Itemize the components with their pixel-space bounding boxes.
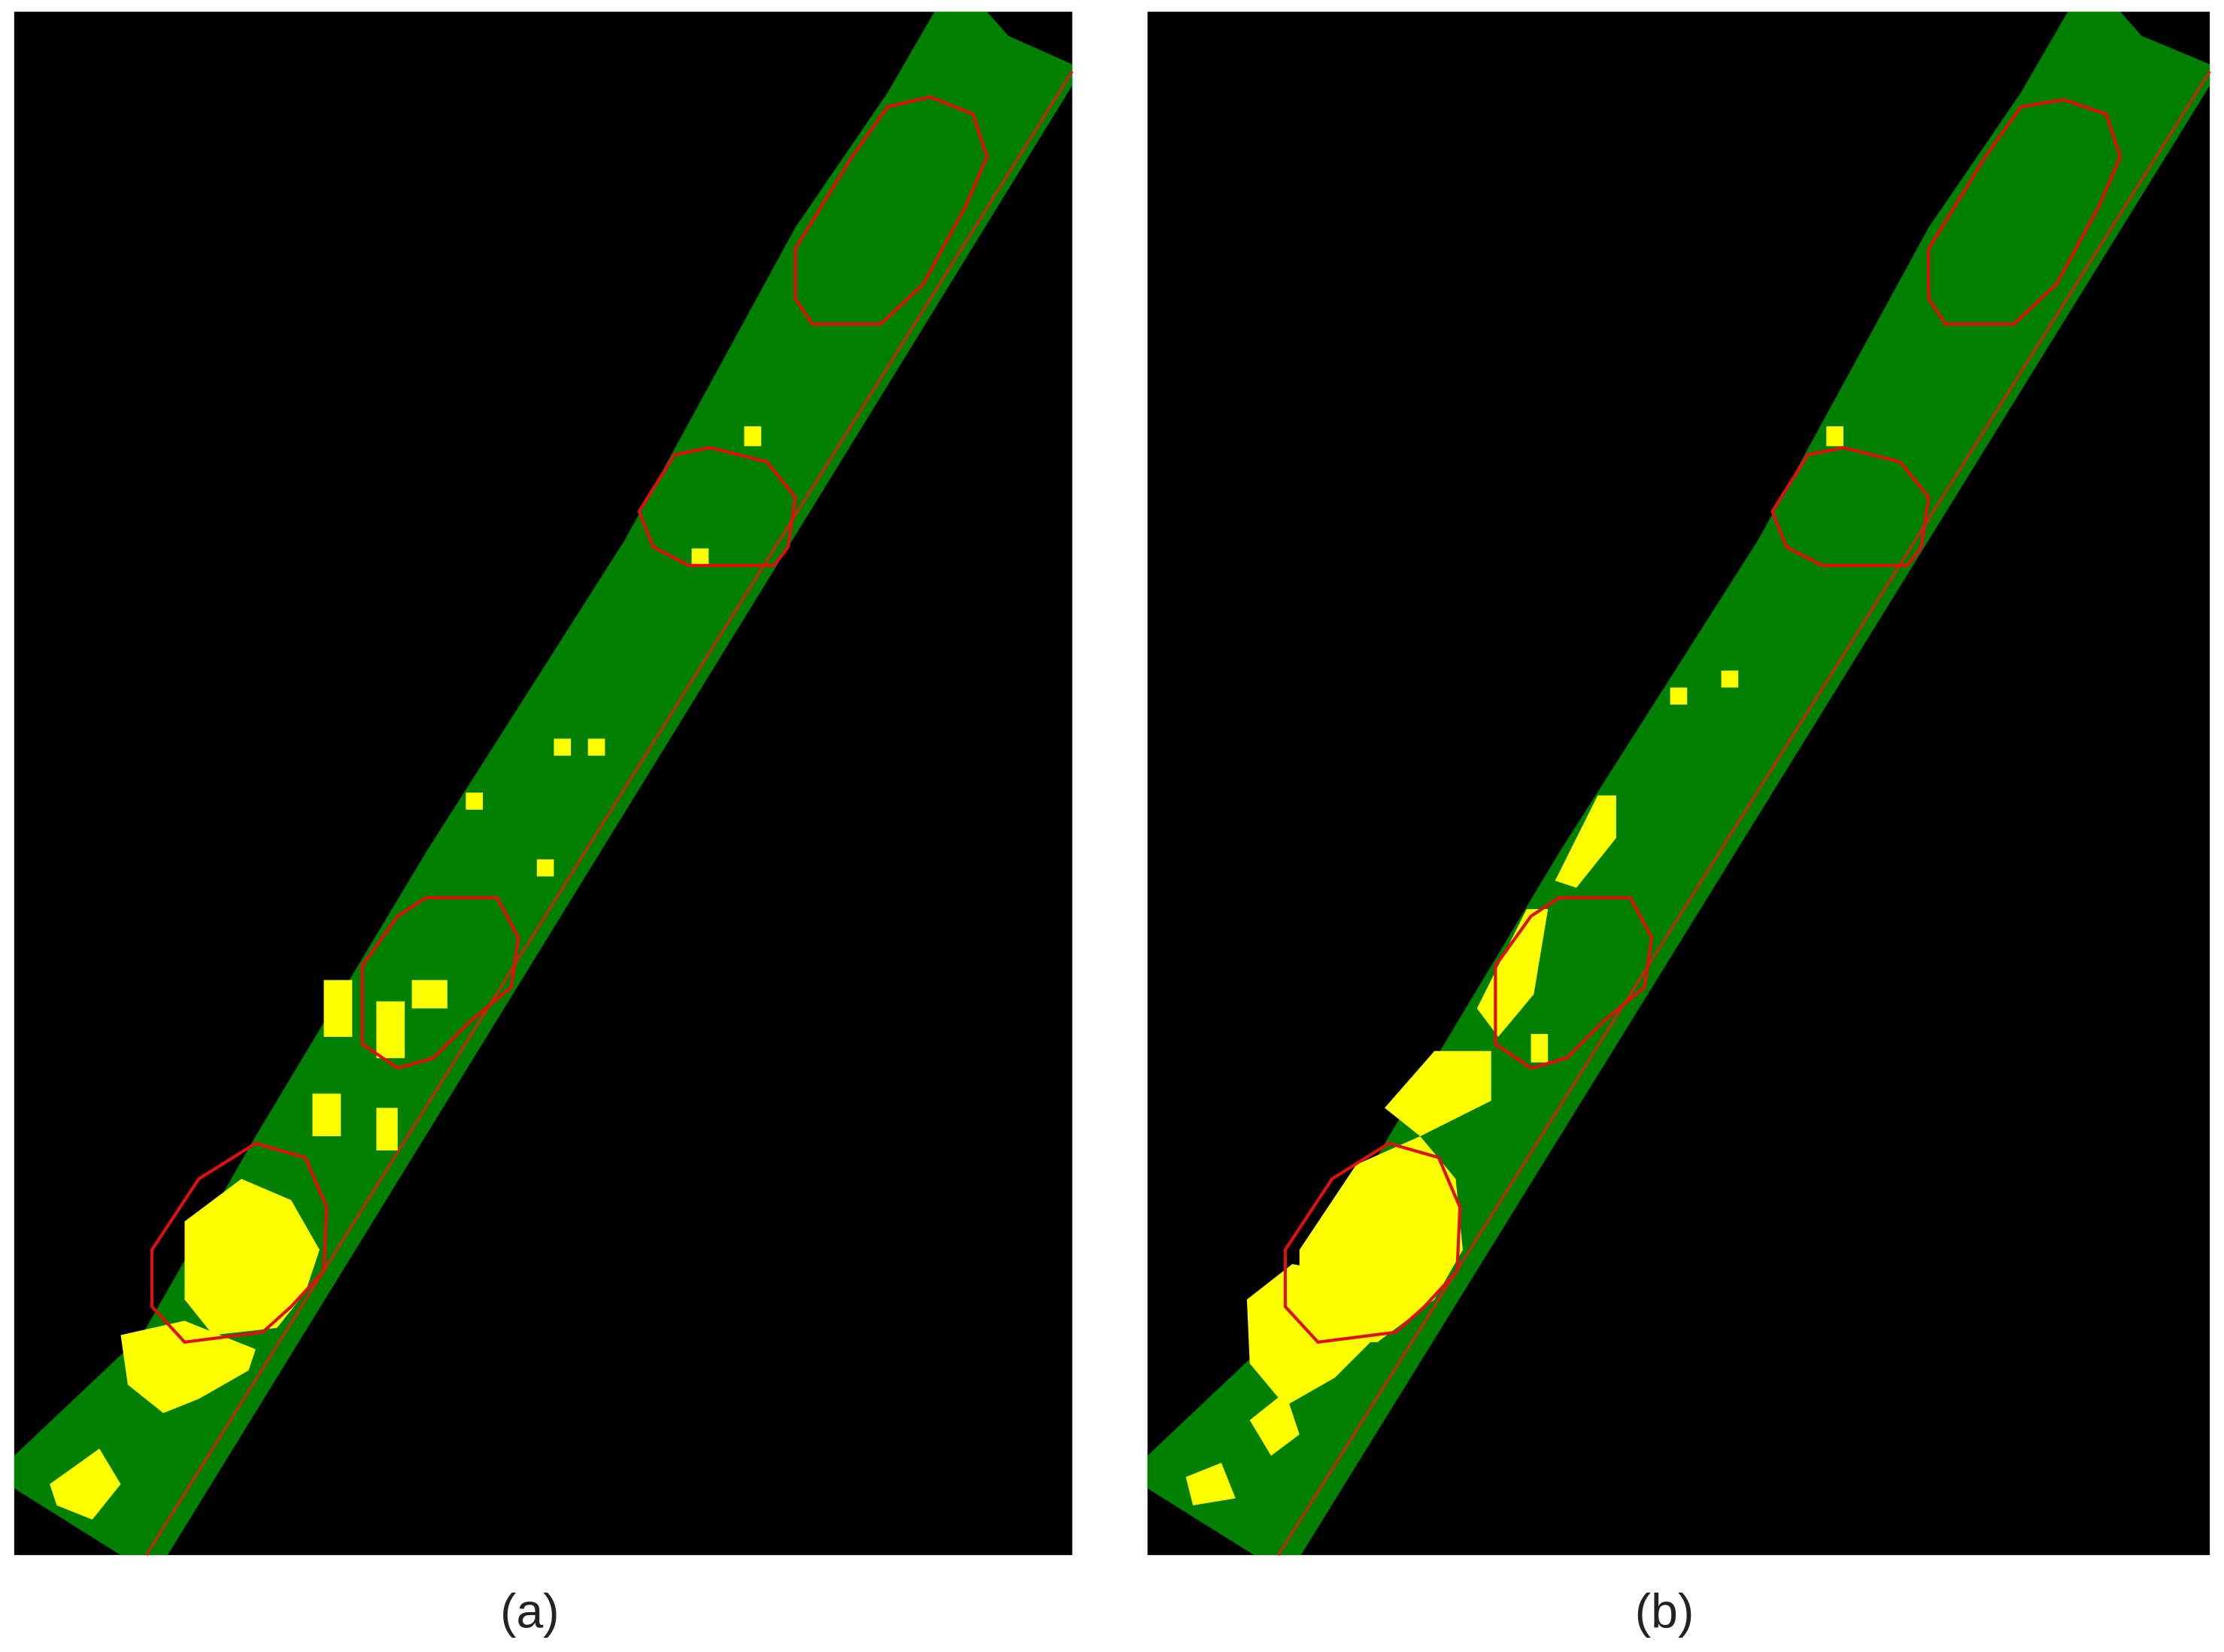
region	[554, 738, 572, 756]
region	[376, 1001, 405, 1059]
region	[1670, 687, 1688, 705]
roi-outlines	[1283, 98, 2122, 1344]
region	[1385, 1050, 1491, 1137]
roi	[1927, 98, 2122, 326]
region	[1531, 1034, 1549, 1062]
panel-a	[14, 11, 1074, 1557]
region	[466, 793, 484, 810]
region	[50, 1448, 121, 1520]
roi	[360, 896, 520, 1070]
panel-label: (b)	[1635, 1584, 1694, 1638]
region	[411, 980, 448, 1009]
roi	[1283, 1141, 1462, 1344]
roi-outlines	[150, 95, 989, 1344]
region	[376, 1108, 398, 1150]
roi	[1494, 896, 1654, 1070]
roi	[637, 446, 797, 568]
panel-b	[1147, 11, 2211, 1557]
yellow-regions	[50, 426, 762, 1520]
region	[1826, 426, 1843, 447]
roi	[793, 95, 989, 326]
edge-line	[1276, 70, 2211, 1557]
vegetation-band	[14, 11, 1073, 1556]
region	[1555, 795, 1616, 888]
region	[691, 548, 709, 566]
region	[1721, 670, 1739, 688]
region	[323, 980, 353, 1037]
region	[120, 1320, 256, 1414]
region	[1185, 1463, 1236, 1506]
roi	[150, 1141, 329, 1344]
edge-line	[144, 70, 1074, 1557]
roi	[1770, 446, 1931, 568]
region	[1249, 1391, 1300, 1456]
region	[587, 738, 605, 756]
panel-label: (a)	[500, 1584, 559, 1638]
region	[536, 859, 554, 877]
region	[184, 1178, 320, 1335]
region	[744, 426, 762, 447]
region	[1299, 1136, 1463, 1342]
region	[312, 1093, 341, 1137]
